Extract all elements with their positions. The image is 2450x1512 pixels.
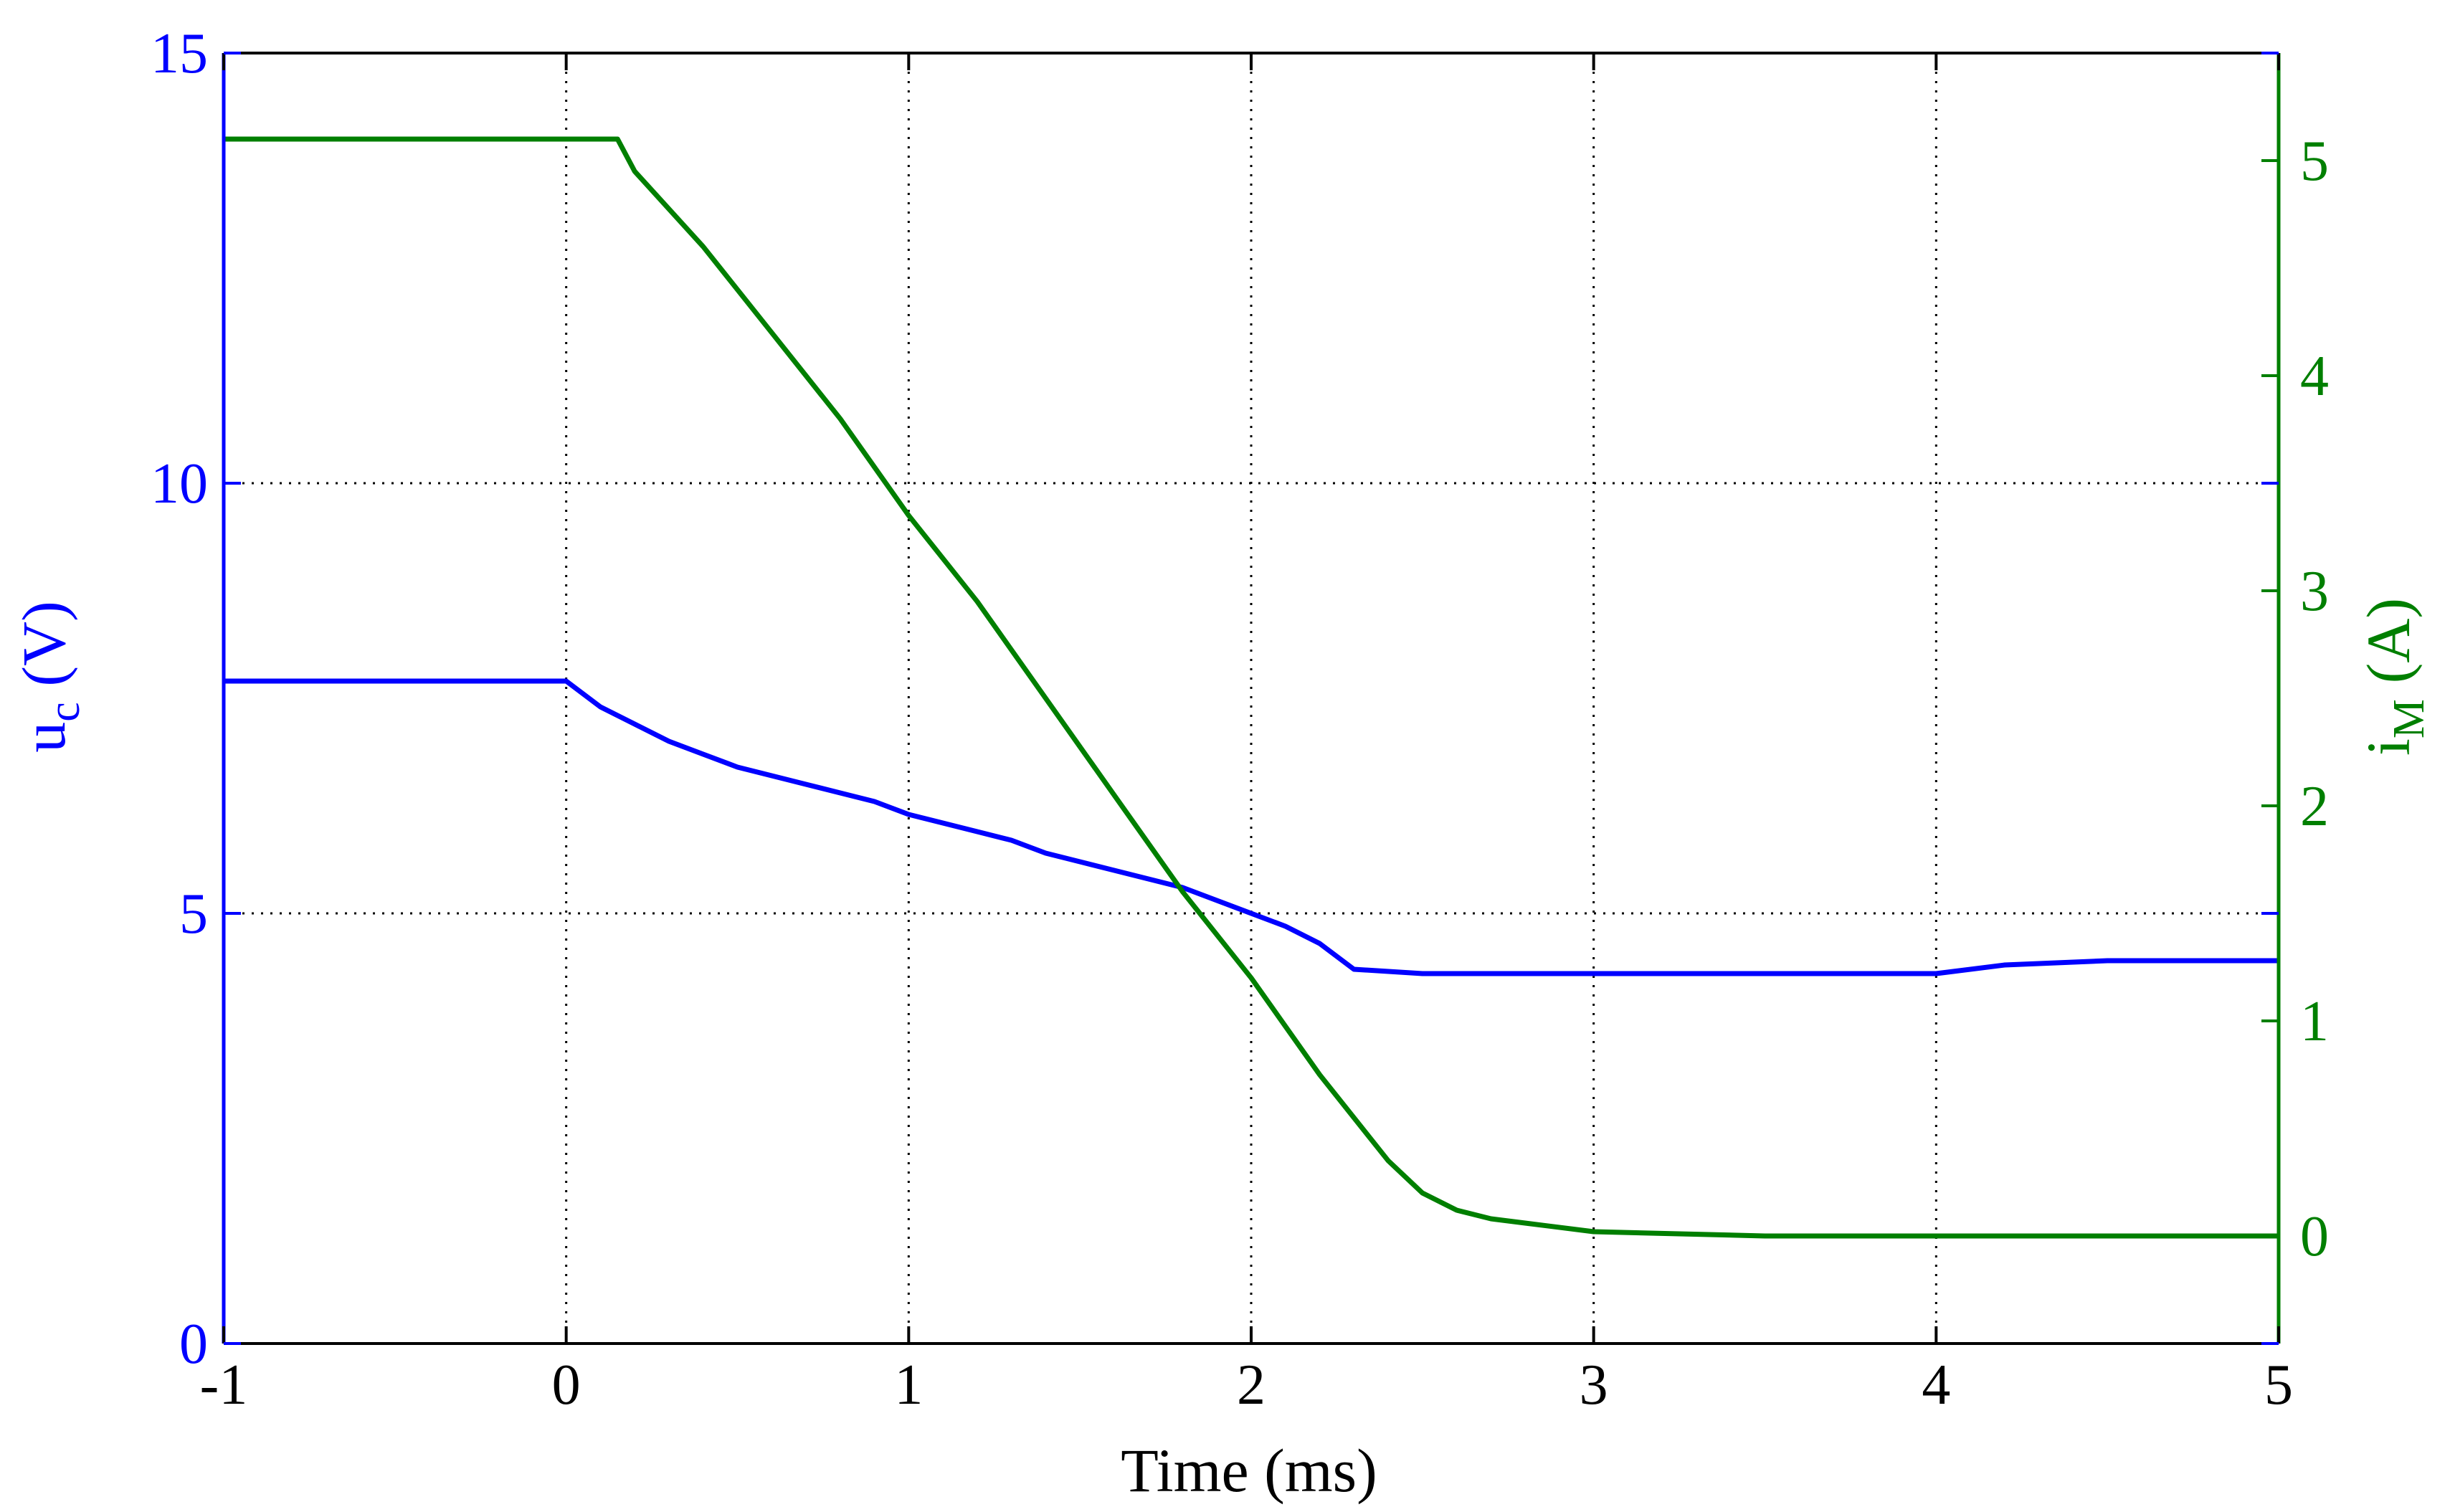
left-y-axis-title: uc (V) [9, 601, 89, 752]
x-tick-label-3: 2 [1237, 1354, 1266, 1417]
left-y-tick-label-3: 15 [151, 22, 208, 85]
right-y-axis-title-unit: (A) [2354, 598, 2423, 699]
right-y-tick-label-5: 5 [2300, 130, 2329, 193]
right-y-axis-title-sub: M [2385, 699, 2434, 738]
left-y-tick-label-1: 5 [179, 883, 208, 946]
right-y-tick-label-0: 0 [2300, 1205, 2329, 1268]
x-tick-label-2: 1 [894, 1354, 923, 1417]
x-tick-label-0: -1 [200, 1354, 248, 1417]
series-line-voltage [224, 678, 2279, 976]
left-y-tick-label-2: 10 [151, 452, 208, 515]
left-y-axis-title-base: u [9, 722, 78, 753]
x-axis-title: Time (ms) [1121, 1436, 1377, 1505]
right-y-tick-label-4: 4 [2300, 345, 2329, 408]
left-y-tick-label-0: 0 [179, 1313, 208, 1376]
left-y-axis-title-sub: c [40, 702, 89, 722]
series-line-current [224, 136, 2279, 1239]
x-tick-label-4: 3 [1580, 1354, 1608, 1417]
axes [222, 52, 2281, 1345]
right-y-tick-label-3: 3 [2300, 560, 2329, 623]
plot-series [224, 136, 2279, 1239]
right-y-axis-title-base: i [2354, 738, 2423, 756]
right-y-tick-label-2: 2 [2300, 775, 2329, 838]
right-y-axis-title: iM (A) [2354, 598, 2434, 756]
left-y-axis-title-unit: (V) [9, 601, 78, 702]
x-tick-label-6: 5 [2264, 1354, 2293, 1417]
x-tick-label-1: 0 [552, 1354, 581, 1417]
x-tick-label-5: 4 [1922, 1354, 1950, 1417]
right-y-tick-label-1: 1 [2300, 990, 2329, 1053]
